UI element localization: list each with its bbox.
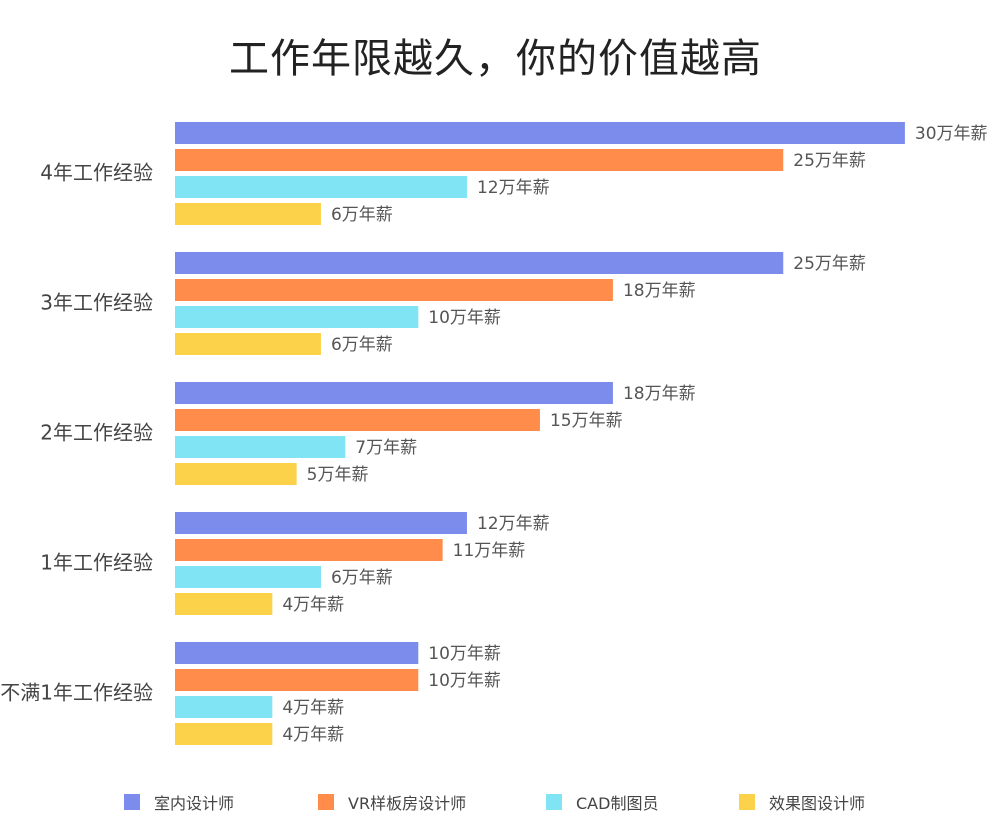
data-label: 6万年薪 xyxy=(331,568,393,588)
bar-vr-designer[interactable] xyxy=(175,279,613,301)
bar-render-designer[interactable] xyxy=(175,203,321,225)
data-label: 25万年薪 xyxy=(793,151,866,171)
bar-render-designer[interactable] xyxy=(175,463,297,485)
data-label: 30万年薪 xyxy=(915,124,988,144)
data-label: 18万年薪 xyxy=(623,281,696,301)
bar-vr-designer[interactable] xyxy=(175,409,540,431)
data-label: 11万年薪 xyxy=(453,541,526,561)
legend-item-vr-designer[interactable]: VR样板房设计师 xyxy=(318,790,466,814)
legend-swatch-interior-designer xyxy=(124,794,140,810)
legend: 室内设计师 VR样板房设计师 CAD制图员 效果图设计师 xyxy=(0,786,991,816)
legend-swatch-render-designer xyxy=(739,794,755,810)
data-label: 10万年薪 xyxy=(428,308,501,328)
legend-item-interior-designer[interactable]: 室内设计师 xyxy=(124,790,234,814)
data-label: 12万年薪 xyxy=(477,178,550,198)
chart-title: 工作年限越久，你的价值越高 xyxy=(229,36,762,82)
data-label: 10万年薪 xyxy=(428,644,501,664)
bar-vr-designer[interactable] xyxy=(175,539,443,561)
category-label: 2年工作经验 xyxy=(40,421,153,445)
category-label: 3年工作经验 xyxy=(40,291,153,315)
bar-cad-drafter[interactable] xyxy=(175,436,346,458)
legend-item-cad-drafter[interactable]: CAD制图员 xyxy=(546,790,658,814)
legend-item-render-designer[interactable]: 效果图设计师 xyxy=(739,790,865,814)
bar-render-designer[interactable] xyxy=(175,593,273,615)
bar-interior-designer[interactable] xyxy=(175,512,467,534)
data-label: 12万年薪 xyxy=(477,514,550,534)
data-label: 6万年薪 xyxy=(331,335,393,355)
bar-cad-drafter[interactable] xyxy=(175,566,321,588)
category-label: 4年工作经验 xyxy=(40,161,153,185)
bar-interior-designer[interactable] xyxy=(175,642,419,664)
legend-label-vr-designer: VR样板房设计师 xyxy=(348,794,467,813)
data-label: 25万年薪 xyxy=(793,254,866,274)
data-label: 4万年薪 xyxy=(282,698,344,718)
legend-label-cad-drafter: CAD制图员 xyxy=(576,794,659,813)
bar-interior-designer[interactable] xyxy=(175,122,905,144)
bar-cad-drafter[interactable] xyxy=(175,306,419,328)
data-label: 4万年薪 xyxy=(282,725,344,745)
bar-interior-designer[interactable] xyxy=(175,382,613,404)
data-label: 10万年薪 xyxy=(428,671,501,691)
bar-vr-designer[interactable] xyxy=(175,669,419,691)
bar-interior-designer[interactable] xyxy=(175,252,784,274)
legend-swatch-vr-designer xyxy=(318,794,334,810)
category-label: 1年工作经验 xyxy=(40,551,153,575)
legend-label-render-designer: 效果图设计师 xyxy=(769,794,866,813)
data-label: 5万年薪 xyxy=(307,465,369,485)
data-label: 6万年薪 xyxy=(331,205,393,225)
legend-swatch-cad-drafter xyxy=(546,794,562,810)
category-label: 不满1年工作经验 xyxy=(0,681,153,705)
bar-render-designer[interactable] xyxy=(175,723,273,745)
bar-chart: 4年工作经验 30万年薪 25万年薪 12万年薪 6万年薪 3年工作经验 25万年薪 18万年… xyxy=(0,122,988,745)
legend-label-interior-designer: 室内设计师 xyxy=(154,794,235,813)
data-label: 15万年薪 xyxy=(550,411,623,431)
bar-cad-drafter[interactable] xyxy=(175,176,467,198)
bar-render-designer[interactable] xyxy=(175,333,321,355)
data-label: 7万年薪 xyxy=(355,438,417,458)
data-label: 4万年薪 xyxy=(282,595,344,615)
bar-vr-designer[interactable] xyxy=(175,149,784,171)
data-label: 18万年薪 xyxy=(623,384,696,404)
bar-cad-drafter[interactable] xyxy=(175,696,273,718)
